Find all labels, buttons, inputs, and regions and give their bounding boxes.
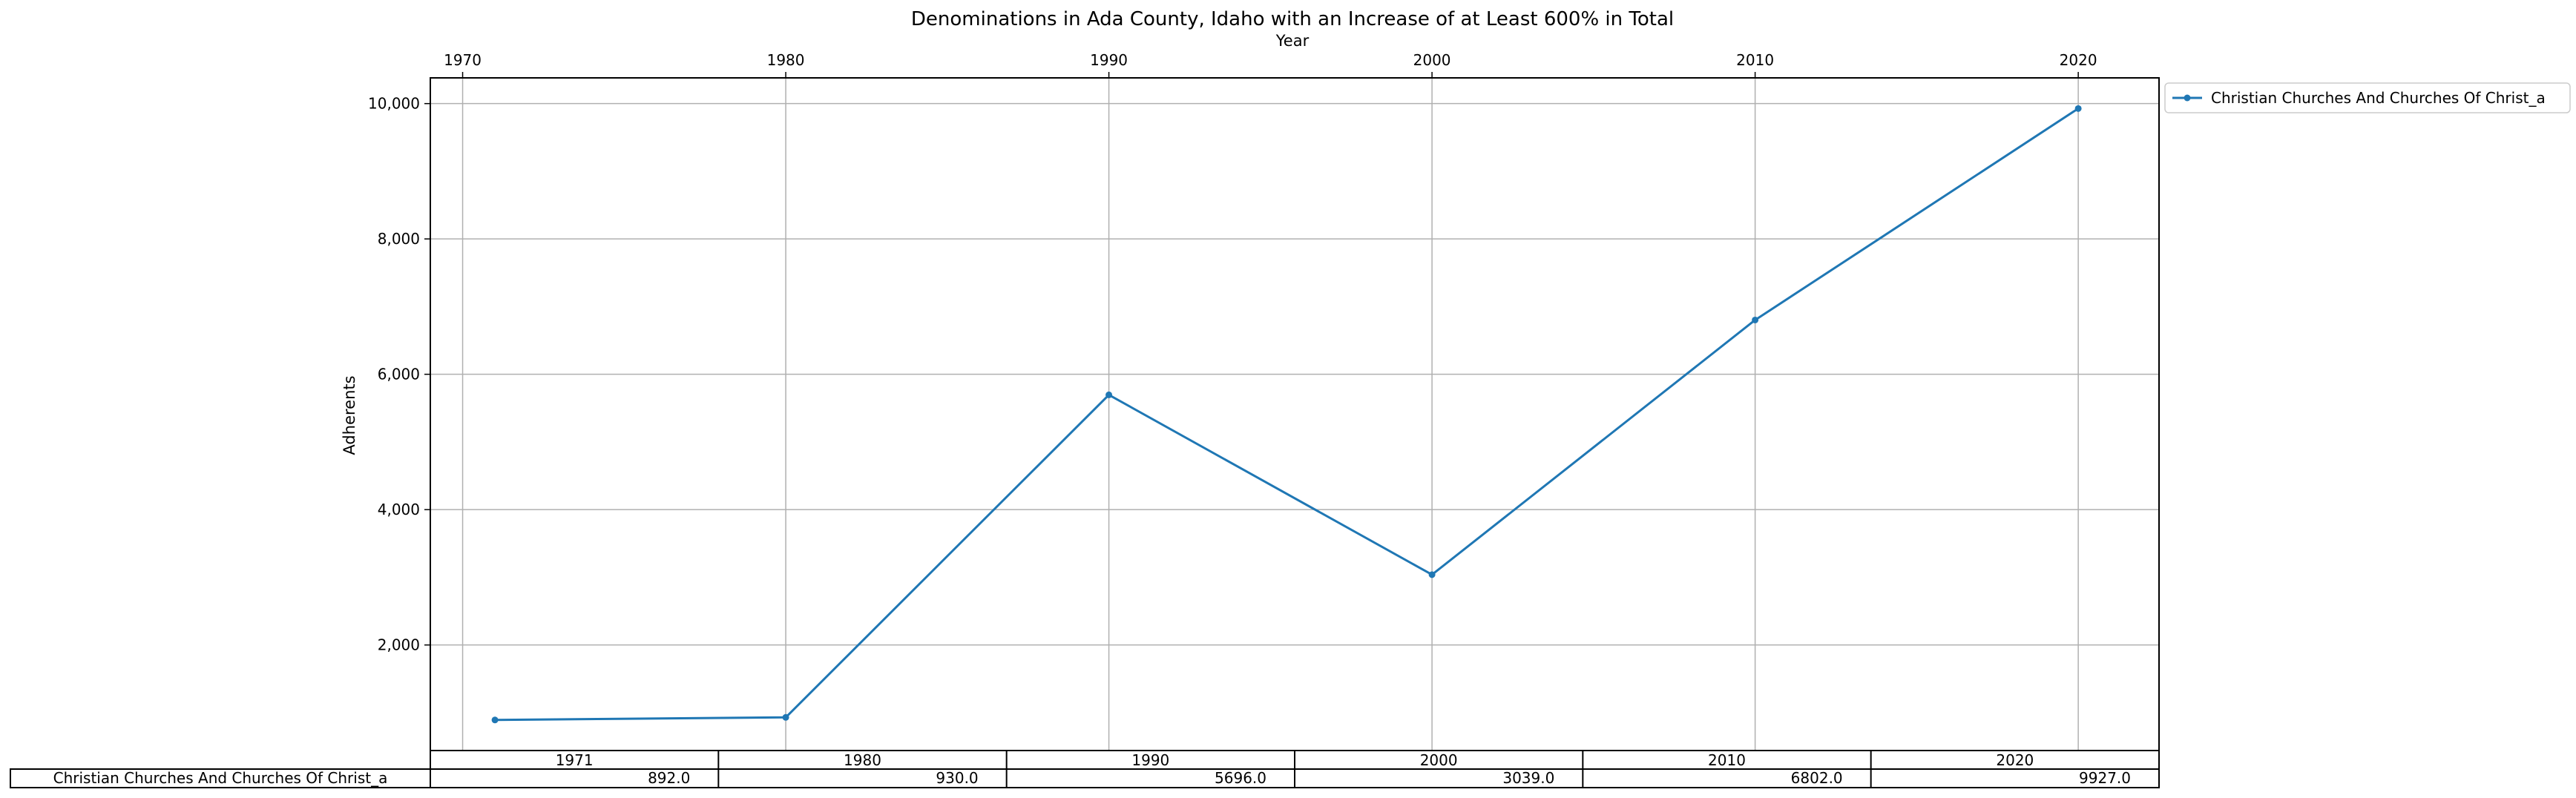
table-cell: 5696.0: [1215, 769, 1266, 787]
y-axis: 2,000 4,000 6,000 8,000 10,000: [368, 95, 430, 654]
table-col-label: 2010: [1708, 751, 1746, 769]
data-point: [1105, 391, 1113, 398]
x-tick-label: 1980: [767, 51, 805, 69]
x-tick-label: 1970: [444, 51, 482, 69]
x-axis: 1970 1980 1990 2000 2010 2020: [444, 51, 2097, 78]
data-point: [491, 716, 499, 724]
table-cell: 892.0: [648, 769, 690, 787]
table-cell: 3039.0: [1502, 769, 1554, 787]
table-cell: 930.0: [936, 769, 978, 787]
data-point: [782, 713, 789, 721]
y-tick-label: 4,000: [378, 501, 420, 518]
legend-label: Christian Churches And Churches Of Chris…: [2211, 89, 2546, 107]
data-point: [1428, 571, 1436, 578]
x-axis-label: Year: [1275, 32, 1310, 50]
y-tick-label: 6,000: [378, 366, 420, 383]
legend: Christian Churches And Churches Of Chris…: [2164, 82, 2571, 113]
table-col-label: 1971: [556, 751, 594, 769]
chart-title: Denominations in Ada County, Idaho with …: [911, 8, 1674, 30]
y-axis-label: Adherents: [341, 375, 358, 455]
data-point: [1752, 316, 1759, 323]
x-tick-label: 2020: [2060, 51, 2097, 69]
series-line: [495, 108, 2079, 722]
x-tick-label: 1990: [1090, 51, 1128, 69]
table-data-row: [10, 768, 2160, 788]
table-cell: 6802.0: [1791, 769, 1843, 787]
plot-frame: [430, 77, 2160, 751]
table-col-label: 2000: [1420, 751, 1458, 769]
x-tick-label: 2000: [1413, 51, 1451, 69]
y-tick-label: 10,000: [368, 95, 420, 113]
x-tick-label: 2010: [1736, 51, 1774, 69]
grid: [430, 78, 2159, 751]
legend-swatch-marker: [2184, 94, 2191, 102]
data-table: Christian Churches And Churches Of Chris…: [10, 750, 2160, 788]
table-col-label: 1980: [844, 751, 881, 769]
table-row-label: Christian Churches And Churches Of Chris…: [53, 769, 388, 787]
table-col-label: 2020: [1996, 751, 2034, 769]
table-cell: 9927.0: [2079, 769, 2131, 787]
y-tick-label: 8,000: [378, 230, 420, 248]
series: [491, 105, 2082, 724]
data-point: [2074, 105, 2082, 112]
y-tick-label: 2,000: [378, 636, 420, 654]
table-col-label: 1990: [1131, 751, 1169, 769]
legend-box: [2164, 82, 2571, 113]
